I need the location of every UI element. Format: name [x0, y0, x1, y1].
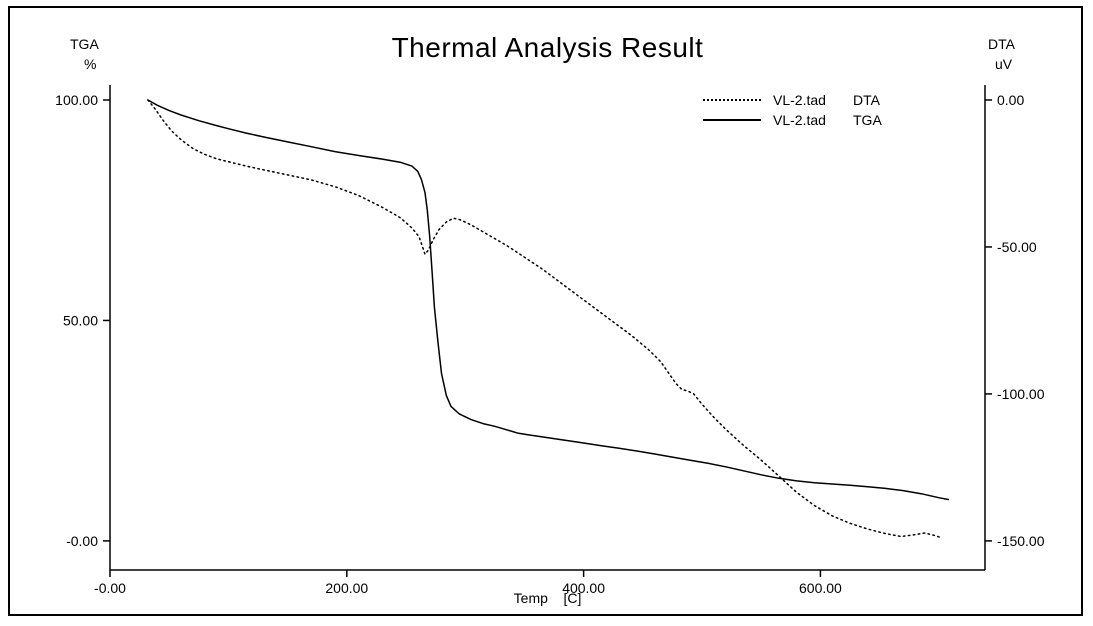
chart-title: Thermal Analysis Result	[391, 32, 704, 63]
right-axis-unit: uV	[995, 56, 1013, 72]
svg-text:600.00: 600.00	[799, 580, 842, 596]
legend-series-label: TGA	[853, 112, 882, 128]
legend: VL-2.tad DTA VL-2.tad TGA	[703, 90, 882, 130]
svg-text:-0.00: -0.00	[66, 533, 98, 549]
svg-text:-0.00: -0.00	[94, 580, 126, 596]
svg-text:-100.00: -100.00	[997, 386, 1045, 402]
svg-text:0.00: 0.00	[997, 92, 1024, 108]
series-tga-line	[147, 99, 950, 501]
x-axis-label: Temp [C]	[513, 590, 582, 606]
right-axis-name: DTA	[988, 36, 1015, 52]
svg-text:100.00: 100.00	[55, 92, 98, 108]
legend-item-tga: VL-2.tad TGA	[703, 110, 882, 130]
dta-line-swatch	[703, 99, 761, 101]
svg-text:400.00: 400.00	[562, 580, 605, 596]
tga-line-swatch	[703, 119, 761, 121]
svg-text:50.00: 50.00	[63, 312, 98, 328]
left-axis-unit: %	[84, 56, 97, 72]
series-dta-line	[147, 99, 944, 539]
legend-file-label: VL-2.tad	[773, 112, 826, 128]
legend-file-label: VL-2.tad	[773, 92, 826, 108]
svg-text:-50.00: -50.00	[997, 239, 1037, 255]
legend-item-dta: VL-2.tad DTA	[703, 90, 882, 110]
svg-text:-150.00: -150.00	[997, 533, 1045, 549]
legend-series-label: DTA	[853, 92, 880, 108]
left-axis-name: TGA	[70, 36, 99, 52]
svg-text:200.00: 200.00	[325, 580, 368, 596]
